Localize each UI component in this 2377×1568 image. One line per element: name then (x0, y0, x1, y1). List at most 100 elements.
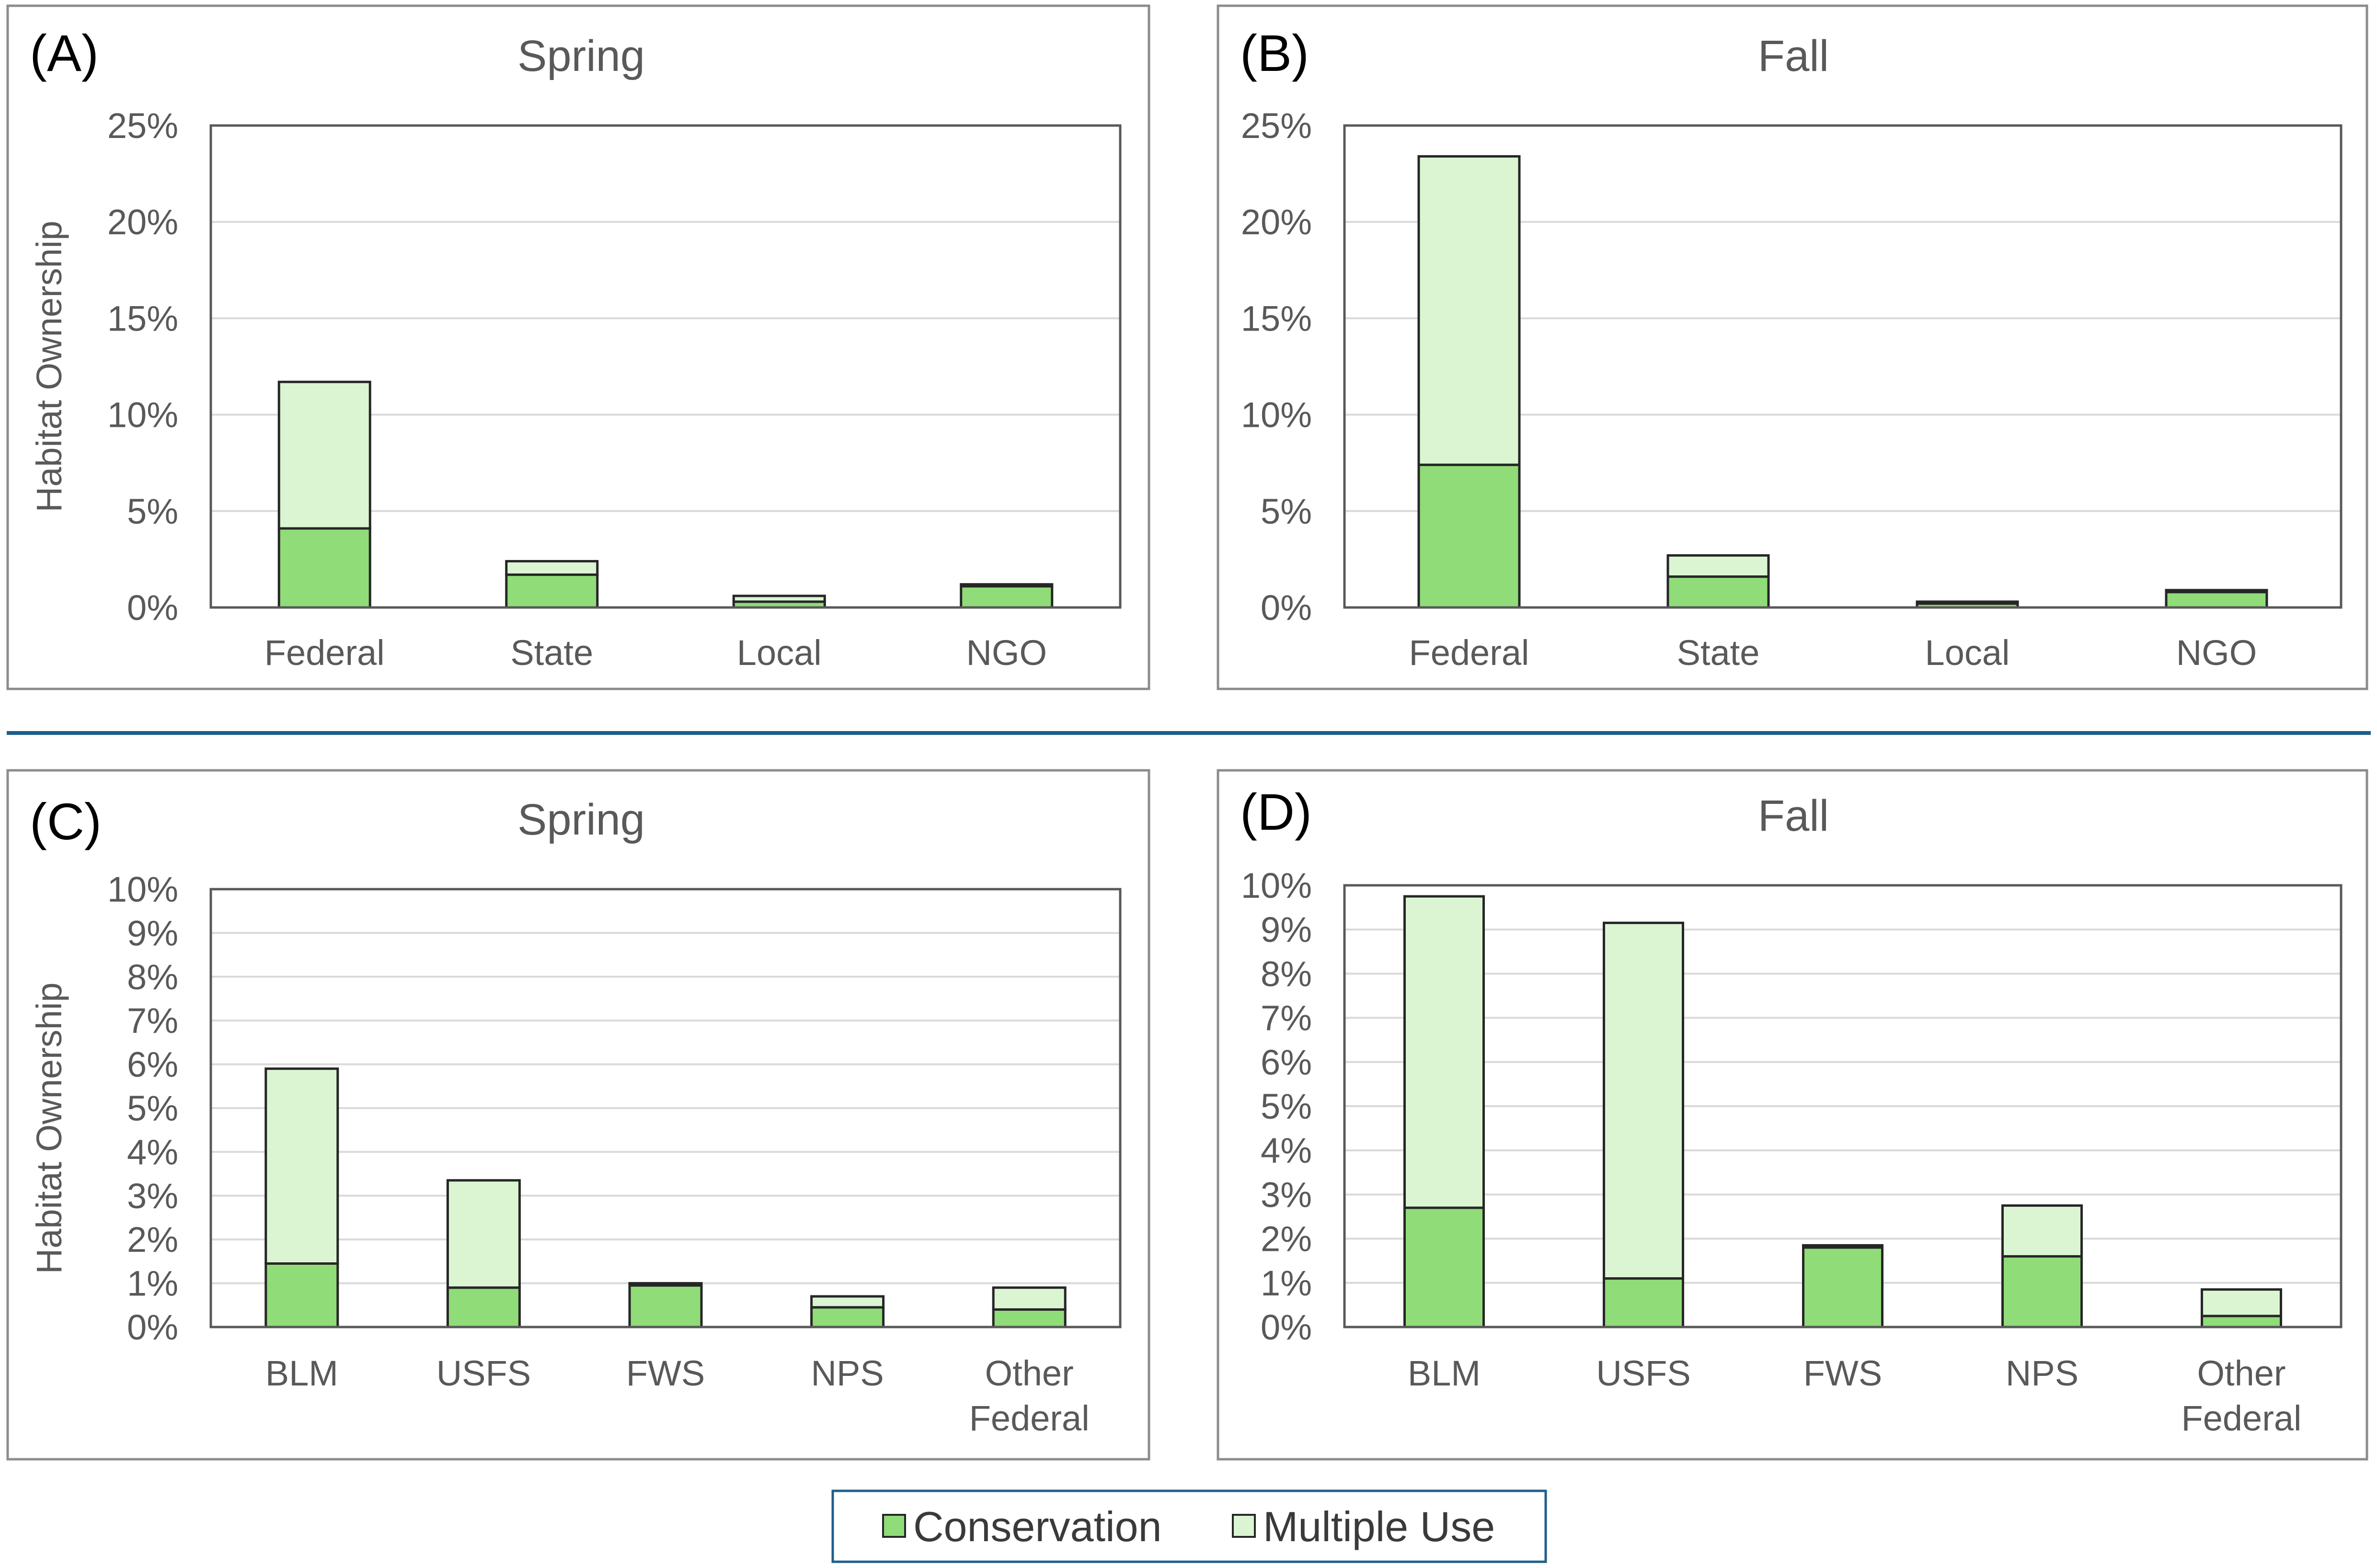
category-label: BLM (265, 1353, 338, 1393)
category-label: Other (985, 1353, 1074, 1393)
y-axis-label: Habitat Ownership (29, 983, 69, 1274)
category-label: Federal (969, 1398, 1090, 1438)
y-tick-label: 9% (127, 913, 178, 953)
bar-multiple-use (810, 1295, 885, 1309)
chart-panel: 0%1%2%3%4%5%6%7%8%9%10%BLM USFS FWS NPS Othe… (1217, 769, 2368, 1461)
bar-conservation (992, 1308, 1067, 1328)
bar-conservation (2165, 591, 2268, 609)
y-tick-label: 15% (1241, 298, 1312, 338)
y-tick-label: 2% (1261, 1219, 1312, 1259)
y-tick-label: 8% (127, 957, 178, 997)
category-label: USFS (436, 1353, 531, 1393)
y-tick-label: 8% (1261, 954, 1312, 994)
legend: Conservation Multiple Use (831, 1489, 1547, 1563)
y-tick-label: 10% (1241, 866, 1312, 905)
chart-panels: 0% 5% 10% 15% 20% 25% Federal State Local NGO Spri… (6, 4, 2368, 1461)
bar-multiple-use (732, 595, 826, 603)
panel-label: (C) (30, 792, 102, 850)
category-label: FWS (626, 1353, 705, 1393)
category-label: Local (737, 633, 822, 673)
bar-multiple-use (446, 1179, 521, 1289)
bar-conservation (2001, 1255, 2083, 1328)
bar-multiple-use (1666, 554, 1770, 578)
bar-multiple-use (2201, 1288, 2282, 1317)
bar-multiple-use (1603, 921, 1684, 1280)
panel-frame (1217, 769, 2368, 1461)
panel-frame (1217, 4, 2368, 690)
bar-conservation (277, 527, 371, 609)
plot-area (1343, 884, 2343, 1328)
bar-multiple-use (1916, 600, 2019, 605)
bar-multiple-use (505, 560, 599, 576)
panel-frame (6, 769, 1150, 1461)
bar-conservation (1603, 1277, 1684, 1328)
category-label: Local (1925, 633, 2010, 673)
y-tick-label: 25% (107, 106, 178, 146)
y-tick-label: 4% (127, 1132, 178, 1172)
panel-title: Fall (1758, 32, 1829, 80)
bar-multiple-use (1802, 1244, 1883, 1249)
bar-multiple-use (264, 1067, 339, 1265)
y-tick-label: 0% (127, 588, 178, 628)
legend-swatch-conservation (882, 1514, 906, 1538)
panel-label: (A) (30, 24, 99, 82)
category-label: Federal (1409, 633, 1529, 673)
legend-label-conservation: Conservation (913, 1503, 1162, 1550)
y-tick-label: 2% (127, 1220, 178, 1259)
bar-conservation (505, 573, 599, 609)
plot-area (209, 888, 1122, 1328)
plot-area (209, 124, 1122, 609)
y-tick-label: 1% (127, 1264, 178, 1304)
bar-multiple-use (628, 1282, 703, 1287)
y-tick-label: 5% (127, 1088, 178, 1128)
category-label: BLM (1408, 1353, 1481, 1393)
y-tick-label: 5% (1261, 492, 1312, 531)
bar-conservation (446, 1286, 521, 1328)
category-label: NGO (2176, 633, 2257, 673)
y-tick-label: 5% (127, 492, 178, 531)
panel-frame (6, 4, 1150, 690)
bar-conservation (960, 585, 1054, 609)
bar-conservation (628, 1284, 703, 1328)
bar-multiple-use (992, 1286, 1067, 1311)
category-label: NGO (966, 633, 1047, 673)
bar-multiple-use (960, 583, 1054, 588)
y-axis-label: Habitat Ownership (29, 221, 69, 513)
y-tick-label: 20% (107, 202, 178, 242)
y-tick-label: 3% (1261, 1175, 1312, 1214)
panel-label: (D) (1240, 783, 1312, 841)
chart-panel: 0%1%2%3%4%5%6%7%8%9%10%BLM USFS FWS NPS Othe… (6, 769, 1150, 1461)
legend-swatch-multiple-use (1232, 1514, 1256, 1538)
panel-label: (B) (1240, 24, 1309, 82)
y-tick-label: 9% (1261, 910, 1312, 950)
category-label: Federal (264, 633, 385, 673)
y-tick-label: 6% (1261, 1042, 1312, 1082)
plot-area (1343, 124, 2343, 609)
category-label: Other (2197, 1353, 2285, 1393)
y-tick-label: 10% (107, 395, 178, 435)
y-tick-label: 0% (127, 1307, 178, 1347)
y-tick-label: 10% (107, 870, 178, 909)
y-tick-label: 1% (1261, 1263, 1312, 1303)
bar-multiple-use (1403, 895, 1485, 1209)
panel-title: Fall (1758, 791, 1829, 840)
y-tick-label: 6% (127, 1045, 178, 1085)
bar-multiple-use (2165, 589, 2268, 594)
bar-conservation (1802, 1246, 1883, 1328)
bar-multiple-use (277, 380, 371, 530)
bar-conservation (1666, 575, 1770, 609)
y-tick-label: 15% (107, 298, 178, 338)
y-tick-label: 20% (1241, 202, 1312, 242)
bar-multiple-use (1417, 155, 1521, 466)
y-tick-label: 5% (1261, 1087, 1312, 1126)
y-tick-label: 25% (1241, 106, 1312, 146)
bar-conservation (1417, 463, 1521, 609)
y-tick-label: 10% (1241, 395, 1312, 435)
bar-multiple-use (2001, 1204, 2083, 1258)
category-label: State (510, 633, 593, 673)
y-tick-label: 7% (127, 1001, 178, 1041)
category-label: Federal (2182, 1398, 2302, 1438)
chart-panel: 0% 5% 10% 15% 20% 25% Federal State Local NGO Fall… (1217, 4, 2368, 690)
category-label: USFS (1596, 1353, 1690, 1393)
